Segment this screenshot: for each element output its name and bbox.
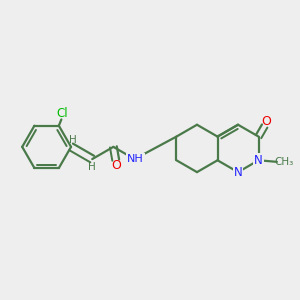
Text: N: N: [234, 166, 242, 178]
Text: NH: NH: [127, 154, 144, 164]
Text: Cl: Cl: [56, 107, 68, 120]
Text: O: O: [261, 115, 271, 128]
Text: O: O: [111, 159, 121, 172]
Text: H: H: [88, 162, 95, 172]
Text: CH₃: CH₃: [274, 157, 293, 167]
Text: H: H: [69, 135, 76, 145]
Text: N: N: [254, 154, 263, 167]
